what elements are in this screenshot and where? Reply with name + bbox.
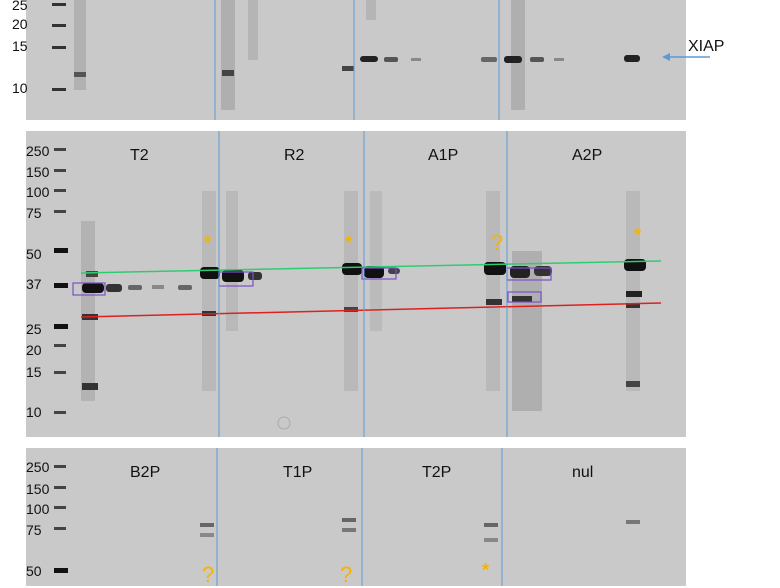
mw-marker: 25 [12, 0, 28, 13]
mw-marker: 10 [12, 80, 28, 96]
mw-marker: 37 [26, 276, 42, 292]
blot-middle-bands [54, 131, 662, 437]
mw-marker: 50 [26, 246, 42, 262]
blot-panel-bottom [26, 448, 686, 586]
mw-marker: 20 [26, 342, 42, 358]
lane-label-t2: T2 [130, 147, 149, 164]
asterisk-annotation: * [204, 233, 212, 253]
asterisk-annotation: * [634, 225, 642, 245]
mw-marker: 100 [26, 184, 50, 200]
mw-marker: 50 [26, 563, 42, 579]
mw-marker: 10 [26, 404, 42, 420]
mw-marker: 25 [26, 321, 42, 337]
lane-label-r2: R2 [284, 147, 305, 164]
lane-label-t2p: T2P [422, 464, 452, 481]
lane-label-a1p: A1P [428, 147, 459, 164]
blot-bottom-bands [54, 448, 640, 586]
mw-marker: 100 [26, 501, 50, 517]
lane-label-nul: nul [572, 464, 594, 481]
mw-marker: 150 [26, 481, 50, 497]
asterisk-annotation: * [345, 233, 353, 253]
blot-panel-top [26, 0, 686, 120]
mw-marker: 15 [12, 38, 28, 54]
mw-marker: 15 [26, 364, 42, 380]
question-annotation: ? [491, 230, 504, 255]
mw-marker: 20 [12, 16, 28, 32]
blot-top-bands [52, 0, 640, 120]
lane-label-b2p: B2P [130, 464, 161, 481]
lane-label-t1p: T1P [283, 464, 313, 481]
mw-marker: 75 [26, 205, 42, 221]
mw-marker: 75 [26, 522, 42, 538]
question-annotation: ? [340, 562, 353, 587]
question-annotation: ? [202, 562, 215, 587]
xiap-label: XIAP [688, 38, 725, 55]
blot-panel-middle [26, 131, 686, 437]
lane-label-a2p: A2P [572, 147, 603, 164]
mw-marker: 250 [26, 143, 50, 159]
mw-marker: 150 [26, 164, 50, 180]
mw-marker: 250 [26, 459, 50, 475]
asterisk-annotation: * [482, 560, 490, 580]
